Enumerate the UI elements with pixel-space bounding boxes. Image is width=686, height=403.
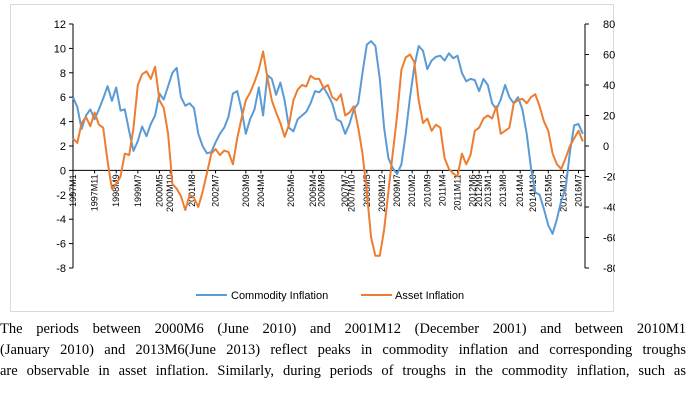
x-tick-label: 2011M4: [437, 174, 447, 206]
right-tick-label: -40: [603, 202, 615, 214]
left-tick-label: 8: [60, 68, 66, 80]
x-tick-label: 2012M9: [474, 174, 484, 207]
left-axis-ticks: 12 10 8 6 4 2 0 -2 -4 -6 -8: [54, 19, 73, 275]
x-tick-label: 2012M6: [468, 174, 478, 207]
right-tick-label: -60: [603, 233, 615, 245]
caption-line-3: are observable in asset inflation. Simil…: [0, 363, 686, 379]
legend-label-commodity: Commodity Inflation: [231, 290, 328, 302]
x-tick-label: 1998M9: [111, 174, 121, 207]
left-tick-label: 4: [60, 117, 66, 129]
x-tick-label: 2015M5: [543, 174, 553, 207]
x-tick-label: 2005M6: [286, 174, 296, 207]
series-line-asset-inflation: [72, 50, 584, 257]
legend: Commodity Inflation Asset Inflation: [196, 290, 464, 302]
x-tick-label: 2016M7: [574, 174, 584, 207]
right-tick-label: 80: [603, 19, 615, 31]
series-layer: [72, 40, 584, 257]
x-tick-label: 2014M4: [515, 174, 525, 207]
left-tick-label: 0: [60, 165, 66, 177]
x-tick-label: 2008M12: [377, 174, 387, 212]
x-tick-label: 2000M5: [154, 174, 164, 207]
x-tick-label: 1997M11: [90, 174, 100, 211]
right-tick-label: -20: [603, 172, 615, 184]
right-tick-label: 20: [603, 111, 615, 123]
x-tick-label: 2006M8: [316, 174, 326, 207]
x-tick-label: 2013M1: [483, 174, 493, 207]
left-tick-label: 6: [60, 92, 66, 104]
x-tick-label: 2010M9: [422, 174, 432, 207]
caption-line-1: The periods between 2000M6 (June 2010) a…: [0, 321, 686, 337]
left-tick-label: 10: [54, 43, 66, 55]
left-tick-label: -8: [56, 263, 66, 275]
series-line-commodity-inflation: [72, 40, 584, 235]
x-tick-label: 2004M4: [256, 174, 266, 207]
x-tick-label: 2006M4: [308, 174, 318, 207]
right-tick-label: 60: [603, 50, 615, 62]
x-tick-label: 1999M7: [133, 174, 143, 207]
right-axis-ticks: 80 60 40 20 0 -20 -40 -60 -80: [585, 19, 615, 275]
x-tick-label: 2009M7: [392, 174, 402, 207]
left-tick-label: 2: [60, 141, 66, 153]
right-tick-label: -80: [603, 263, 615, 275]
x-axis-tick-labels: 1997M1 1997M11 1998M9 1999M7 2000M5 2000M10 20…: [68, 170, 584, 212]
legend-label-asset: Asset Inflation: [395, 290, 464, 302]
x-tick-label: 2007M10: [347, 174, 357, 212]
left-tick-label: -6: [56, 239, 66, 251]
caption-line-2: (January 2010) and 2013M6(June 2013) ref…: [0, 342, 686, 358]
caption-text: The periods between 2000M6 (June 2010) a…: [0, 319, 686, 382]
x-tick-label: 2010M2: [407, 174, 417, 207]
x-tick-label: 2001M8: [187, 174, 197, 207]
chart-axes: [72, 24, 586, 268]
x-tick-label: 2003M9: [241, 174, 251, 207]
x-tick-label: 2013M8: [498, 174, 508, 207]
right-tick-label: 0: [603, 141, 609, 153]
left-tick-label: 12: [54, 19, 66, 31]
right-tick-label: 40: [603, 80, 615, 92]
x-tick-label: 2007M7: [340, 174, 350, 207]
left-tick-label: -2: [56, 190, 66, 202]
x-tick-label: 2002M7: [211, 174, 221, 207]
left-tick-label: -4: [56, 214, 66, 226]
x-tick-label: 2000M10: [165, 174, 175, 212]
x-tick-label: 2011M11: [453, 174, 463, 210]
x-tick-label: 1997M1: [68, 174, 78, 207]
x-tick-label: 2014M10: [528, 174, 538, 212]
